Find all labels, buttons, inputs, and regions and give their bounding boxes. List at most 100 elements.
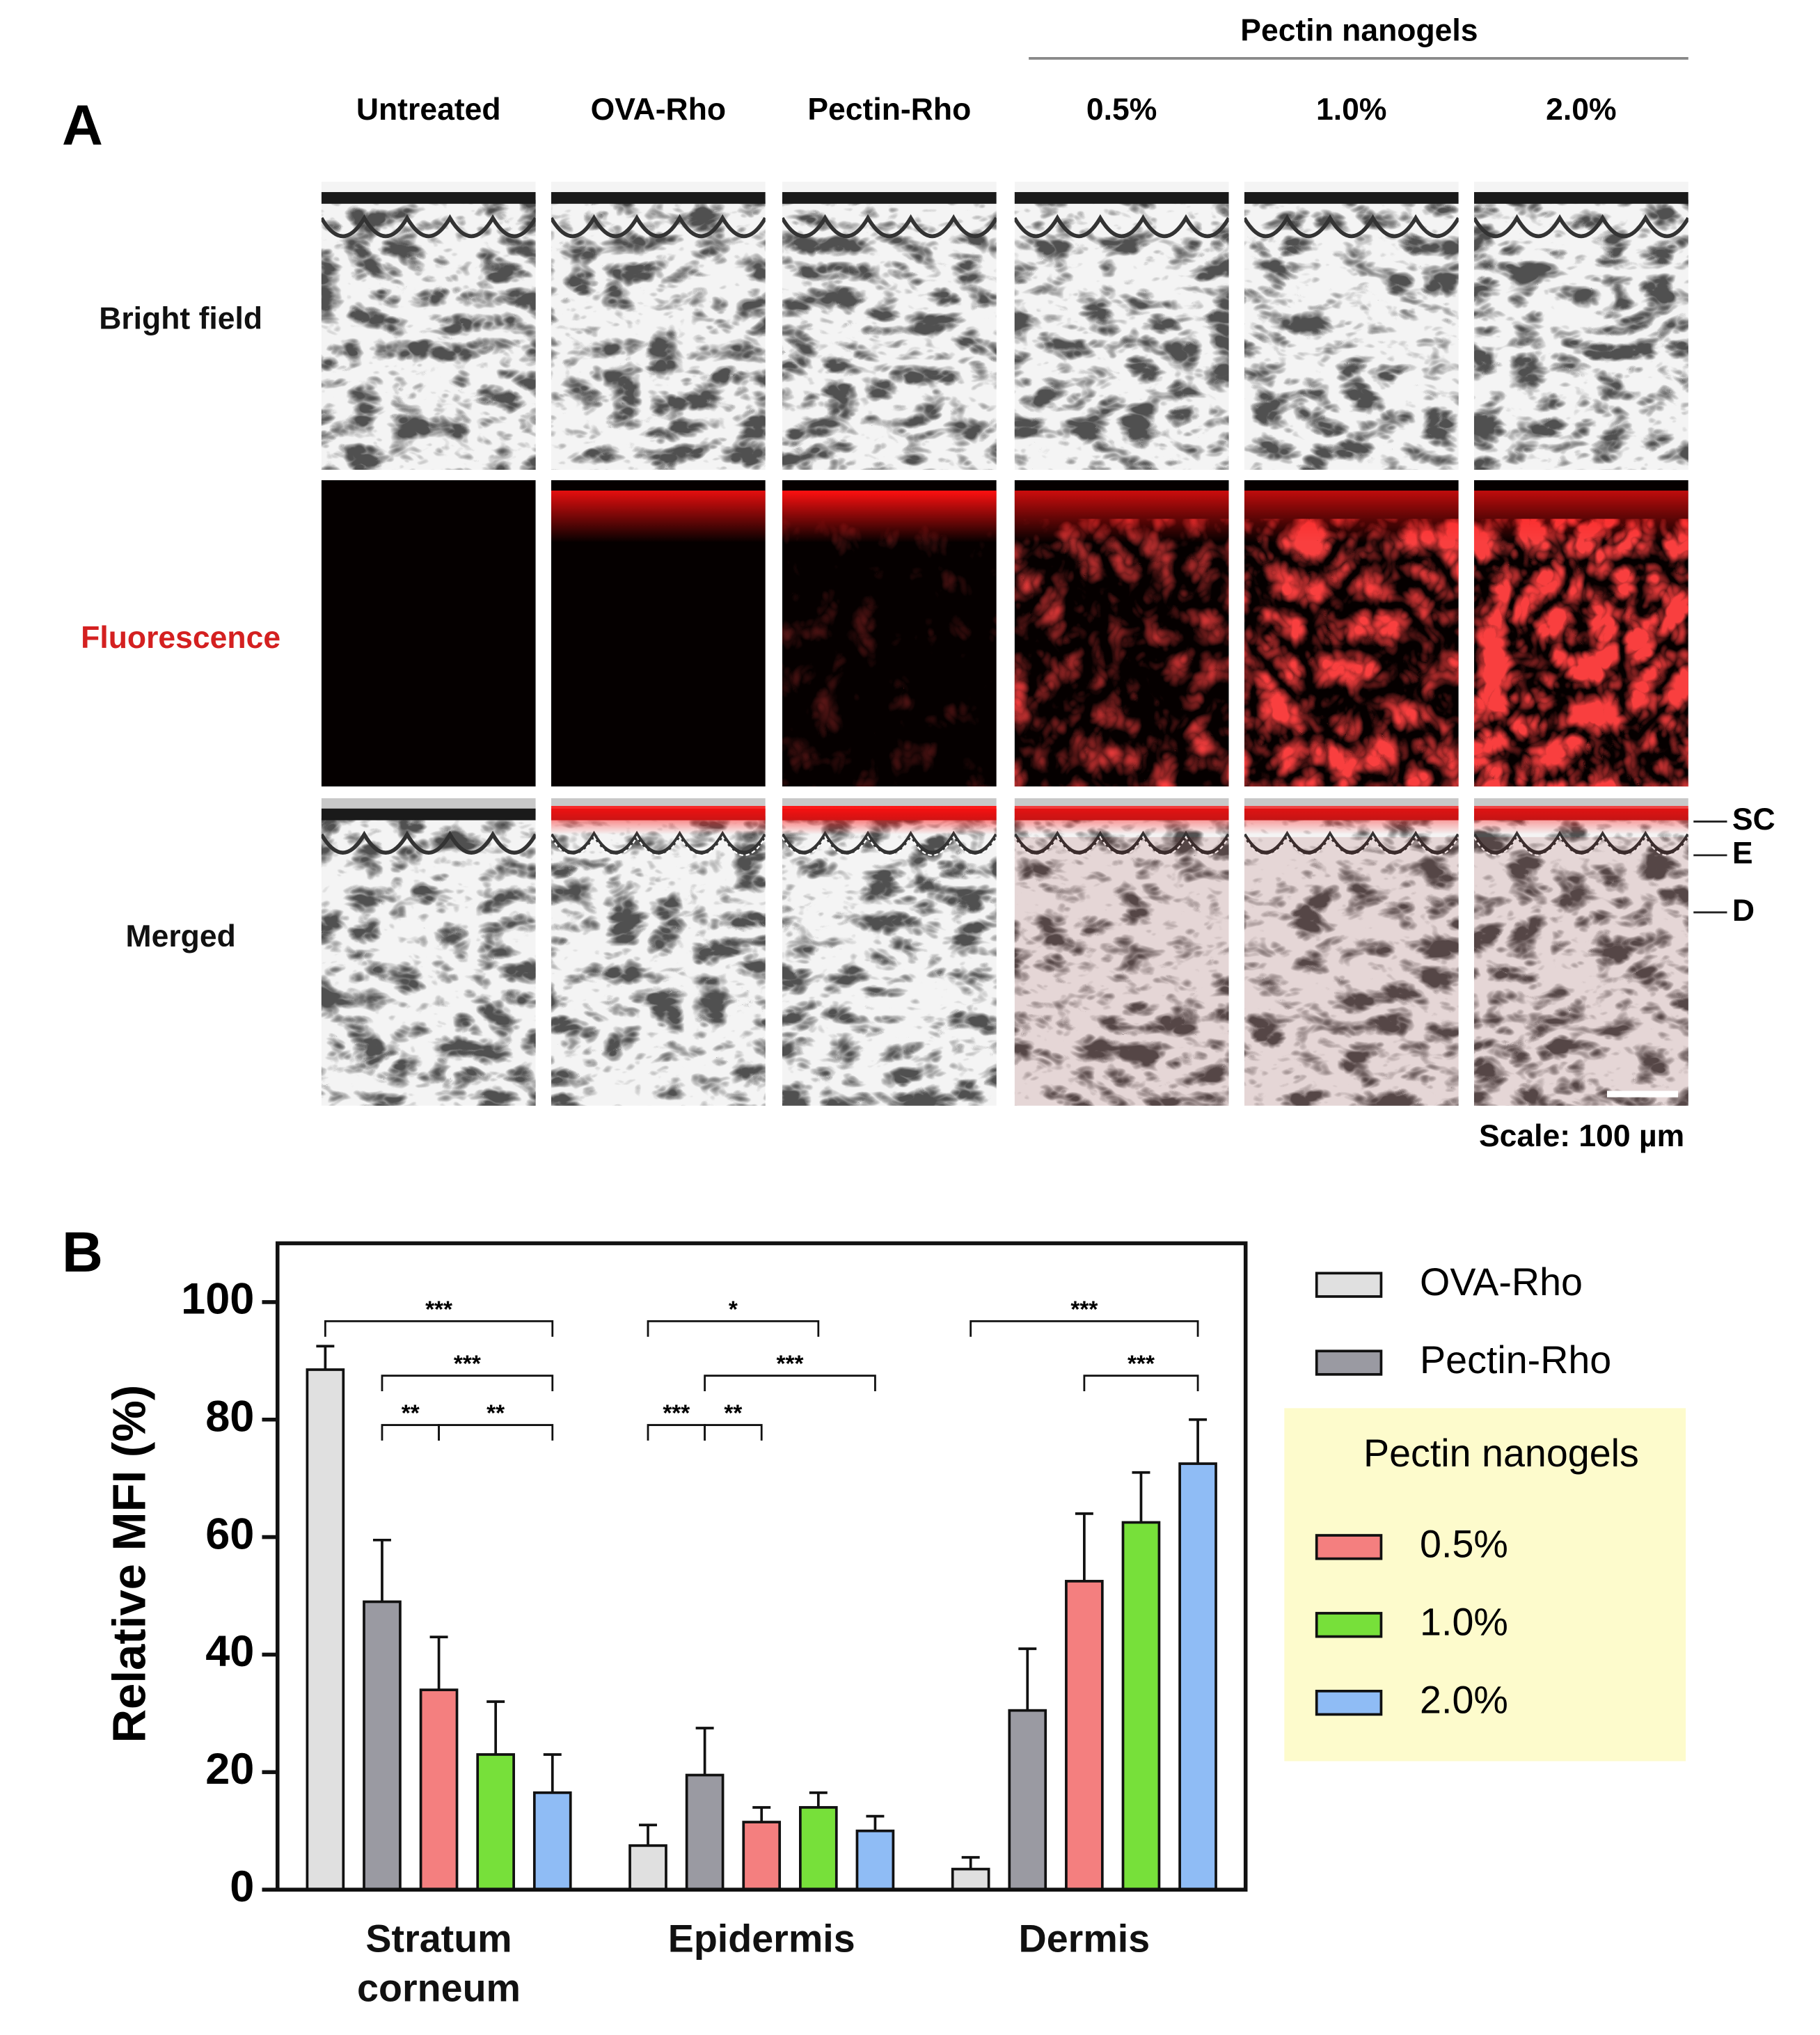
micrograph: [1244, 798, 1459, 1106]
layer-label: SC: [1732, 802, 1775, 837]
error-bar: [1189, 1418, 1208, 1464]
stratum-band: [1473, 191, 1688, 204]
fluorescence-band: [1244, 490, 1459, 543]
legend-group-title: Pectin nanogels: [1363, 1431, 1639, 1475]
tissue-texture: [321, 816, 536, 1106]
tissue-texture: [321, 200, 536, 470]
epidermis-ridge: [782, 830, 997, 855]
x-tick-label: Stratum corneum: [357, 1918, 521, 2011]
micrograph: [1014, 480, 1229, 787]
fluorescence-texture: [551, 518, 766, 787]
significance-label: **: [486, 1400, 505, 1426]
y-tick-label: 40: [205, 1627, 254, 1676]
fluorescence-band: [1473, 490, 1688, 543]
x-tick-label: Epidermis: [667, 1918, 855, 1961]
epidermis-ridge: [551, 830, 766, 855]
significance-label: **: [402, 1400, 420, 1426]
row-label: Bright field: [99, 301, 262, 335]
epidermis-ridge: [1014, 830, 1229, 855]
merged-red: [1014, 806, 1229, 835]
column-label: OVA-Rho: [591, 93, 726, 127]
column-label: Pectin-Rho: [807, 93, 971, 127]
tissue-texture: [782, 200, 997, 470]
fluorescence-band: [1014, 490, 1229, 543]
error-bar: [866, 1814, 885, 1831]
bar: [1121, 1521, 1161, 1892]
micrograph: [1473, 480, 1688, 787]
micrograph: [782, 798, 997, 1106]
micrograph: [782, 182, 997, 470]
panel-label: B: [62, 1221, 103, 1284]
epidermis-ridge: [782, 214, 997, 238]
x-tick-label-box: Stratum corneum: [357, 1918, 521, 2011]
epidermis-ridge: [321, 214, 536, 238]
legend-label: 0.5%: [1420, 1521, 1508, 1565]
micrograph: [551, 182, 766, 470]
epidermis-boundary: [1244, 835, 1459, 856]
tissue-texture: [1244, 816, 1459, 1106]
significance-label: ***: [454, 1352, 481, 1377]
micrograph: [1014, 182, 1229, 470]
micrograph: [1014, 798, 1229, 1106]
bar: [855, 1829, 895, 1892]
epidermis-ridge: [1473, 214, 1688, 238]
tissue-texture: [1473, 816, 1688, 1106]
y-tick-label: 100: [181, 1274, 254, 1323]
bar: [419, 1688, 459, 1892]
legend-label: OVA-Rho: [1420, 1260, 1583, 1304]
significance-bracket: [704, 1424, 763, 1441]
group-title: Pectin nanogels: [1240, 13, 1478, 47]
column-label: 0.5%: [1086, 93, 1157, 127]
legend-label: 1.0%: [1420, 1599, 1508, 1643]
stratum-band: [321, 808, 536, 821]
column-label: 2.0%: [1546, 93, 1616, 127]
merged-red: [1244, 806, 1459, 835]
epidermis-ridge: [551, 214, 766, 238]
merged-red: [551, 806, 766, 835]
error-bar: [1132, 1471, 1150, 1523]
fluorescence-texture: [1014, 518, 1229, 787]
legend-swatch: [1315, 1689, 1383, 1716]
significance-label: ***: [425, 1297, 452, 1322]
error-bar: [486, 1700, 505, 1755]
significance-bracket: [970, 1320, 1199, 1337]
row-label: Fluorescence: [81, 621, 280, 655]
image-background: [321, 480, 536, 787]
epidermis-ridge: [1244, 214, 1459, 238]
significance-bracket: [647, 1424, 706, 1441]
micrograph: [321, 182, 536, 470]
bar: [1008, 1709, 1047, 1892]
significance-label: **: [724, 1400, 742, 1426]
fluorescence-texture: [1473, 518, 1688, 787]
error-bar: [372, 1538, 391, 1602]
micrograph: [782, 480, 997, 787]
error-bar: [639, 1823, 657, 1846]
y-tick-label: 60: [205, 1510, 254, 1558]
stratum-band: [551, 191, 766, 204]
epidermis-ridge: [1244, 830, 1459, 855]
tissue-texture: [1014, 816, 1229, 1106]
merged-red: [782, 806, 997, 835]
tissue-texture: [1473, 200, 1688, 470]
significance-bracket: [438, 1424, 554, 1441]
epidermis-boundary: [551, 835, 766, 856]
legend-label: 2.0%: [1420, 1677, 1508, 1721]
stratum-band: [1244, 191, 1459, 204]
error-bar: [316, 1345, 335, 1370]
micrograph: [1244, 182, 1459, 470]
significance-bracket: [704, 1375, 876, 1392]
tissue-texture: [1244, 200, 1459, 470]
bar: [799, 1806, 838, 1892]
error-bar: [429, 1636, 448, 1690]
stratum-band: [1014, 191, 1229, 204]
fluorescence-texture: [782, 518, 997, 787]
bar: [532, 1791, 572, 1892]
y-tick-label: 80: [205, 1392, 254, 1441]
panel-label: A: [62, 94, 103, 157]
significance-label: *: [729, 1297, 738, 1322]
merged-red: [1473, 806, 1688, 835]
fluorescence-band: [782, 490, 997, 543]
legend-swatch: [1315, 1349, 1383, 1376]
epidermis-boundary: [1014, 835, 1229, 856]
